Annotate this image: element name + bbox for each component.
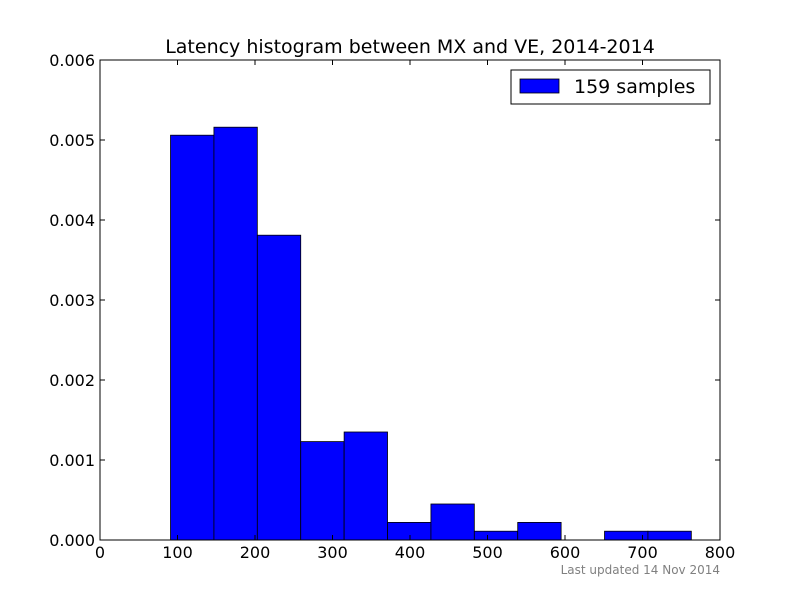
x-tick-label-3: 300 — [317, 543, 348, 562]
y-axis-tick-labels: 0.000 0.001 0.002 0.003 0.004 0.005 0.006 — [49, 51, 95, 550]
histogram-bar-3 — [300, 441, 345, 541]
y-tick-label-6: 0.006 — [49, 51, 95, 70]
y-tick-label-3: 0.003 — [49, 291, 95, 310]
x-tick-label-2: 200 — [240, 543, 271, 562]
histogram-bar-7 — [473, 530, 519, 541]
y-tick-label-2: 0.002 — [49, 371, 95, 390]
axis-ticks — [99, 59, 721, 541]
histogram-bar-0 — [170, 134, 215, 541]
histogram-bar-5 — [387, 522, 432, 541]
x-tick-label-6: 600 — [550, 543, 581, 562]
x-axis-tick-labels: 0 100 200 300 400 500 600 700 800 — [95, 543, 735, 562]
x-tick-label-1: 100 — [162, 543, 193, 562]
histogram-bar-2 — [256, 234, 302, 541]
x-tick-label-0: 0 — [95, 543, 105, 562]
x-tick-label-7: 700 — [627, 543, 658, 562]
y-tick-label-0: 0.000 — [49, 531, 95, 550]
x-tick-label-8: 800 — [705, 543, 736, 562]
histogram-bar-6 — [430, 503, 475, 541]
legend-swatch — [519, 78, 560, 94]
x-tick-label-4: 400 — [395, 543, 426, 562]
histogram-bar-10 — [604, 530, 649, 541]
last-updated-note: Last updated 14 Nov 2014 — [561, 563, 720, 577]
histogram-bar-4 — [343, 431, 388, 541]
histogram-bar-1 — [213, 126, 258, 541]
legend-label: 159 samples — [574, 76, 695, 98]
y-tick-label-5: 0.005 — [49, 131, 95, 150]
chart-title: Latency histogram between MX and VE, 201… — [165, 36, 655, 58]
histogram-bars — [170, 126, 692, 541]
histogram-bar-11 — [647, 530, 692, 541]
y-tick-label-4: 0.004 — [49, 211, 95, 230]
legend: 159 samples — [510, 69, 711, 105]
y-tick-label-1: 0.001 — [49, 451, 95, 470]
x-tick-label-5: 500 — [472, 543, 503, 562]
histogram-bar-8 — [517, 522, 562, 541]
